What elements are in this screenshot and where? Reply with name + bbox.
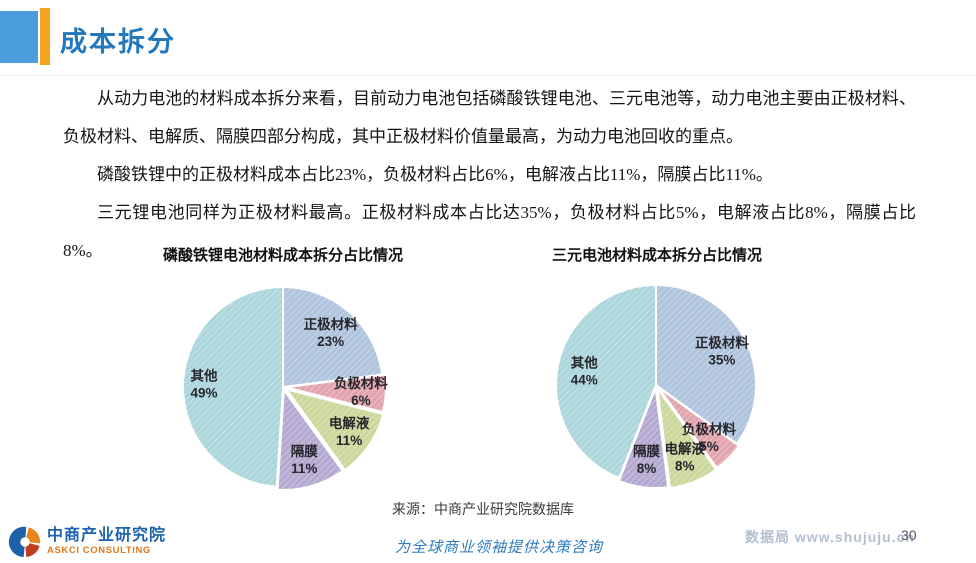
pie-slice-hatch: [658, 387, 740, 469]
pie-slice-label: 隔膜 11%: [291, 443, 319, 476]
pie-slice-label: 电解液 8%: [664, 441, 705, 474]
header-accent-square: [0, 11, 38, 63]
watermark-text: 数据局 www.shujuju.cn: [745, 529, 915, 545]
header-divider: [0, 75, 976, 76]
chart-title-ternary: 三元电池材料成本拆分占比情况: [551, 247, 762, 264]
chart-title-lfp: 磷酸铁锂电池材料成本拆分占比情况: [162, 247, 403, 264]
body-text-block: 从动力电池的材料成本拆分来看，目前动力电池包括磷酸铁锂电池、三元电池等，动力电池…: [63, 80, 916, 270]
pie-slice-label: 隔膜 8%: [633, 443, 660, 476]
pie-slice-hatch: [286, 389, 384, 471]
chart-block-lfp: 磷酸铁锂电池材料成本拆分占比情况 正极材料 23% 负极材料 6% 电解液 11% 隔膜 11…: [113, 243, 453, 497]
askci-logo-icon: [8, 526, 41, 558]
header-accent-bar: [40, 8, 50, 65]
pie-slice-label: 其他 44%: [571, 354, 599, 387]
logo-name-cn: 中商产业研究院: [47, 527, 167, 544]
chart-block-ternary: 三元电池材料成本拆分占比情况 正极材料 35% 负极材料 5% 电解液 8% 隔膜 8% 其他 4…: [487, 243, 827, 497]
pie-slice-hatch: [277, 389, 343, 490]
paragraph-ternary-breakdown: 三元锂电池同样为正极材料最高。正极材料成本占比达35%，负极材料占比5%，电解液…: [63, 203, 916, 260]
pie-chart-lfp: 正极材料 23% 负极材料 6% 电解液 11% 隔膜 11% 其他 49%: [182, 286, 388, 491]
pie-slice-label: 负极材料 5%: [682, 421, 736, 454]
pie-slice-hatch: [657, 388, 717, 488]
page-title: 成本拆分: [60, 27, 176, 57]
page-number: 30: [901, 527, 917, 543]
pie-chart-ternary: 正极材料 35% 负极材料 5%电解液 8%隔膜 8% 其他 44%: [555, 284, 757, 489]
footer-slogan: 为全球商业领袖提供决策咨询: [395, 540, 604, 556]
pie-slice-label: 其他 49%: [191, 368, 219, 401]
footer-logo-text: 中商产业研究院 ASKCI CONSULTING: [47, 527, 166, 557]
pie-slice-label: 正极材料 35%: [695, 334, 749, 367]
source-note: 来源：中商产业研究院数据库: [392, 503, 574, 518]
logo-name-en: ASKCI CONSULTING: [47, 545, 151, 556]
pie-slice-label: 电解液 11%: [329, 415, 370, 448]
pie-slice-label: 负极材料 6%: [334, 375, 388, 408]
paragraph-intro: 从动力电池的材料成本拆分来看，目前动力电池包括磷酸铁锂电池、三元电池等，动力电池…: [63, 89, 916, 146]
footer-logo: 中商产业研究院 ASKCI CONSULTING: [8, 525, 166, 559]
pie-slice-hatch: [285, 374, 386, 413]
paragraph-lfp-breakdown: 磷酸铁锂中的正极材料成本占比23%，负极材料占比6%，电解液占比11%，隔膜占比…: [97, 165, 773, 184]
pie-slice-hatch: [283, 287, 383, 387]
pie-slice-hatch: [183, 287, 283, 487]
pie-slice-label: 正极材料 23%: [304, 316, 358, 349]
pie-slice-hatch: [555, 285, 656, 478]
pie-slice-hatch: [656, 285, 756, 444]
pie-slice-hatch: [618, 387, 669, 488]
